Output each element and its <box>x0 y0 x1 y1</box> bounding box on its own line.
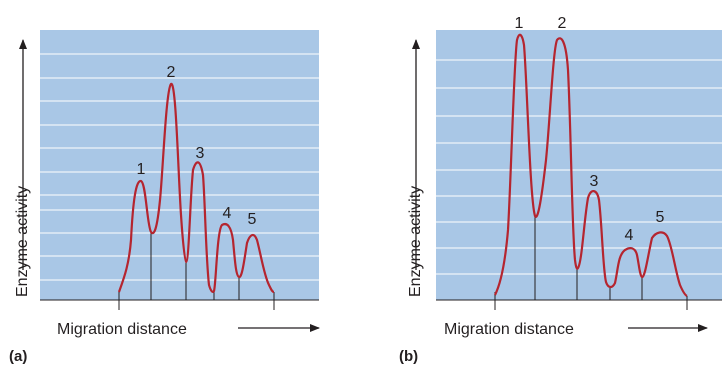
panel-a: 1 2 3 4 5 Enzyme activity Migration dist… <box>9 30 320 365</box>
panel-a-label: (a) <box>9 348 27 365</box>
panel-b-fraction-dividers <box>494 216 688 310</box>
panel-a-peak-labels: 1 2 3 4 5 <box>137 64 257 228</box>
panel-b-peak-label-3: 3 <box>590 173 599 190</box>
panel-b-peak-label-2: 2 <box>558 15 567 32</box>
panel-b-activity-curve <box>494 33 688 297</box>
panel-b-peak-labels: 1 2 3 4 5 <box>515 15 665 244</box>
panel-a-peak-label-4: 4 <box>223 205 232 222</box>
panel-a-peak-label-2: 2 <box>167 64 176 81</box>
panel-b-peak-label-5: 5 <box>656 209 665 226</box>
panel-a-x-axis-label: Migration distance <box>57 321 187 338</box>
panel-b-y-axis-label: Enzyme activity <box>407 186 424 297</box>
panel-a-activity-curve <box>117 82 275 294</box>
panel-b-x-axis-label: Migration distance <box>444 321 574 338</box>
panel-b-label: (b) <box>399 348 418 365</box>
panel-b-peak-label-4: 4 <box>625 227 634 244</box>
panel-a-peak-label-3: 3 <box>196 145 205 162</box>
panel-b-peak-label-1: 1 <box>515 15 524 32</box>
panel-b: 1 2 3 4 5 Enzyme activity Migration dist… <box>399 15 722 365</box>
panel-b-plot-area <box>436 30 722 300</box>
panel-a-peak-label-5: 5 <box>248 211 257 228</box>
panel-b-gridlines <box>436 59 722 275</box>
panel-a-peak-label-1: 1 <box>137 161 146 178</box>
panel-a-y-axis-label: Enzyme activity <box>14 186 31 297</box>
panel-a-gridlines <box>40 53 319 281</box>
